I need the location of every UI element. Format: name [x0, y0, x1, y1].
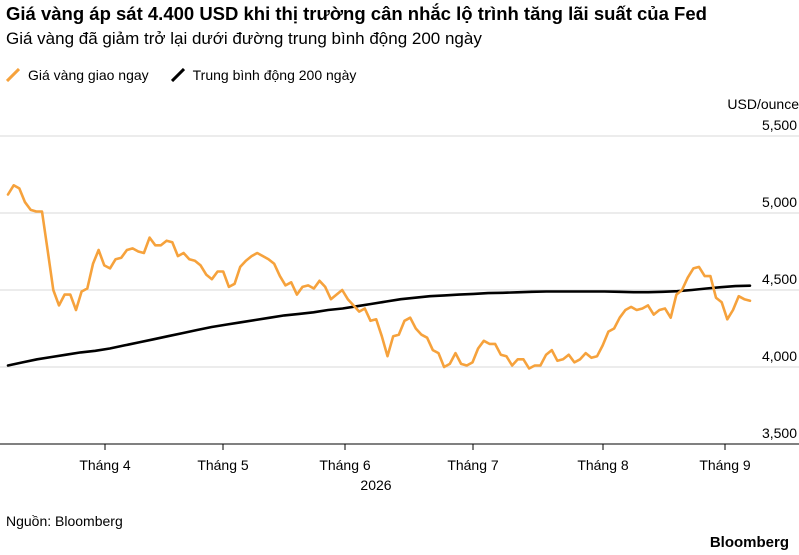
legend-item-spot: Giá vàng giao ngay [6, 67, 149, 83]
x-tick-label: Tháng 8 [577, 457, 629, 473]
brand-logo: Bloomberg [709, 534, 789, 551]
x-year-label: 2026 [360, 477, 391, 493]
legend-swatch-spot-icon [6, 68, 20, 82]
series-line-ma200 [6, 284, 752, 367]
y-tick-label: 4,000 [762, 348, 797, 364]
y-axis-unit: USD/ounce [727, 96, 799, 112]
x-tick-label: Tháng 9 [699, 457, 751, 473]
chart-subtitle: Giá vàng đã giảm trở lại dưới đường trun… [6, 29, 482, 48]
legend-swatch-ma200-icon [170, 68, 185, 82]
legend-label-ma200: Trung bình động 200 ngày [192, 67, 357, 83]
x-tick-label: Tháng 4 [79, 457, 131, 473]
legend-label-spot: Giá vàng giao ngay [28, 67, 149, 83]
y-tick-label: 5,000 [762, 194, 797, 210]
x-tick-label: Tháng 5 [197, 457, 249, 473]
y-tick-label: 3,500 [762, 425, 797, 441]
x-tick-label: Tháng 6 [319, 457, 371, 473]
legend-item-ma200: Trung bình động 200 ngày [170, 67, 357, 83]
chart-title: Giá vàng áp sát 4.400 USD khi thị trường… [6, 3, 707, 24]
source-note: Nguồn: Bloomberg [6, 513, 123, 529]
legend: Giá vàng giao ngay Trung bình động 200 n… [6, 66, 378, 84]
x-tick-label: Tháng 7 [447, 457, 499, 473]
series-line-spot [6, 184, 752, 370]
y-tick-label: 4,500 [762, 271, 797, 287]
y-tick-label: 5,500 [762, 117, 797, 133]
